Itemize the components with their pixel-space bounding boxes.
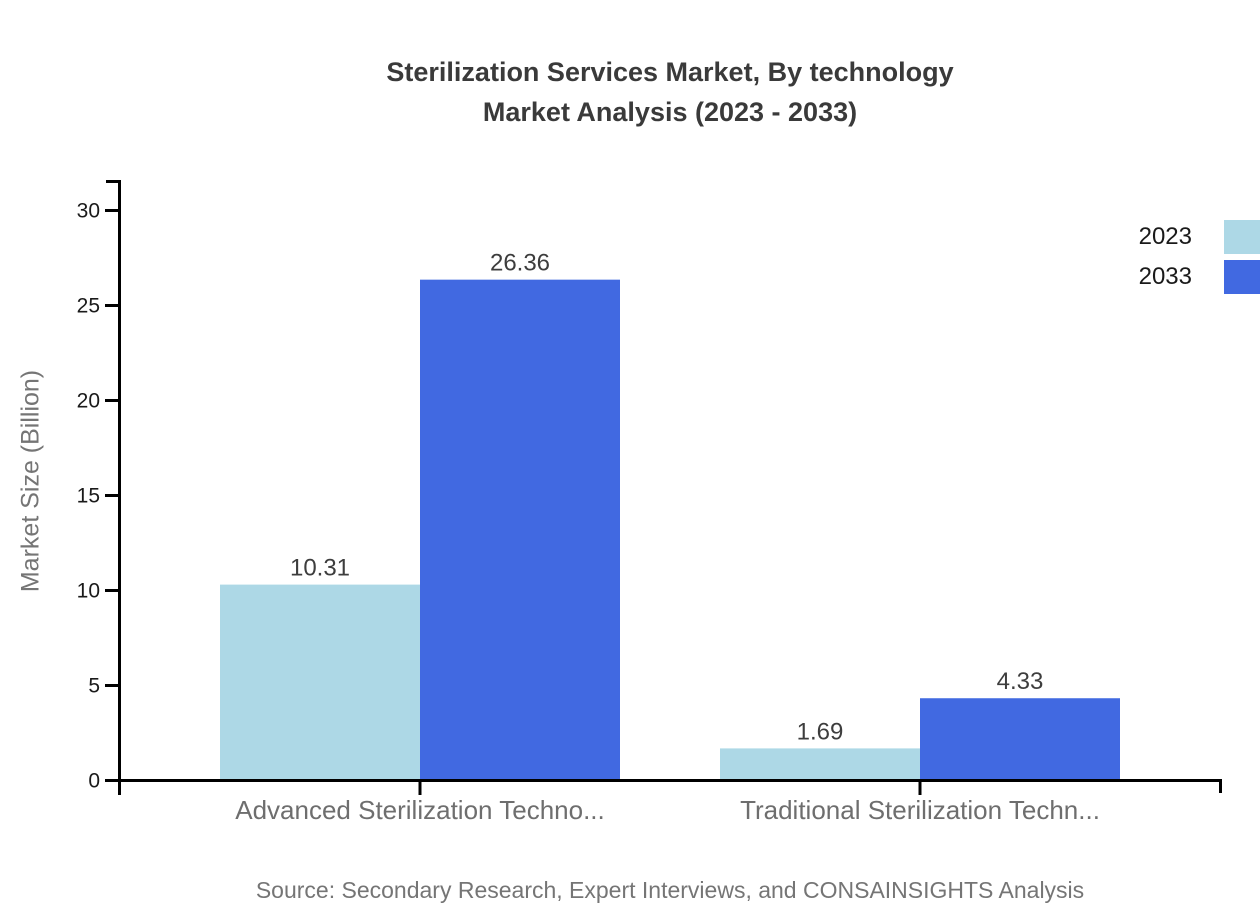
bar-value-label: 26.36 xyxy=(490,250,550,277)
bar-2033-category-0 xyxy=(420,279,620,782)
y-tick-label: 15 xyxy=(77,485,100,508)
x-category-label: Traditional Sterilization Techn... xyxy=(740,795,1100,825)
x-category-label: Advanced Sterilization Techno... xyxy=(235,795,605,825)
bar-value-label: 1.69 xyxy=(797,718,844,745)
y-tick-label: 30 xyxy=(77,200,100,223)
chart-title-line1: Sterilization Services Market, By techno… xyxy=(386,57,954,87)
bar-2023-category-0 xyxy=(220,584,420,782)
y-tick-label: 20 xyxy=(77,390,100,413)
bar-value-label: 4.33 xyxy=(997,668,1044,695)
y-tick-label: 10 xyxy=(77,580,100,603)
y-tick-label: 5 xyxy=(88,675,100,698)
bar-2033-category-1 xyxy=(920,698,1120,782)
y-tick-label: 25 xyxy=(77,295,100,318)
source-note: Source: Secondary Research, Expert Inter… xyxy=(255,877,1085,903)
bar-2023-category-1 xyxy=(720,748,920,782)
chart-title-line2: Market Analysis (2023 - 2033) xyxy=(482,97,858,127)
chart-title: Sterilization Services Market, By techno… xyxy=(80,52,1260,132)
bar-value-label: 10.31 xyxy=(290,555,350,582)
y-tick-label: 0 xyxy=(88,770,100,793)
